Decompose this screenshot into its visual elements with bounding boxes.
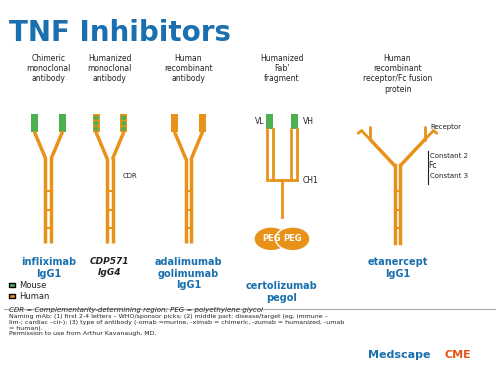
Ellipse shape — [254, 227, 288, 251]
FancyBboxPatch shape — [58, 114, 66, 132]
Text: Humanized
Fab'
fragment: Humanized Fab' fragment — [260, 54, 304, 84]
FancyBboxPatch shape — [172, 114, 178, 132]
Circle shape — [94, 116, 98, 119]
Text: Human
recombinant
receptor/Fc fusion
protein: Human recombinant receptor/Fc fusion pro… — [363, 54, 432, 94]
FancyBboxPatch shape — [9, 283, 15, 286]
Circle shape — [122, 116, 126, 119]
FancyBboxPatch shape — [9, 294, 15, 297]
Text: Naming mAb: (1) first 2-4 letters – WHO/sponsor picks; (2) middle part: disease/: Naming mAb: (1) first 2-4 letters – WHO/… — [9, 314, 344, 336]
Text: CH1: CH1 — [302, 176, 318, 184]
FancyBboxPatch shape — [266, 114, 273, 129]
Text: PEG: PEG — [262, 234, 280, 243]
Text: Medscape: Medscape — [368, 350, 430, 360]
FancyBboxPatch shape — [199, 114, 206, 132]
Circle shape — [94, 122, 98, 125]
Text: etanercept
IgG1: etanercept IgG1 — [368, 257, 428, 279]
FancyBboxPatch shape — [120, 114, 127, 132]
Text: Chimeric
monoclonal
antibody: Chimeric monoclonal antibody — [26, 54, 70, 84]
Text: TNF Inhibitors: TNF Inhibitors — [9, 19, 231, 47]
Text: Fc: Fc — [428, 161, 437, 170]
Text: VH: VH — [302, 117, 314, 126]
Text: adalimumab
golimumab
IgG1: adalimumab golimumab IgG1 — [154, 257, 222, 290]
Text: Receptor: Receptor — [430, 124, 462, 130]
Text: CDP571
IgG4: CDP571 IgG4 — [90, 257, 130, 277]
FancyBboxPatch shape — [92, 114, 100, 132]
Text: Human: Human — [19, 291, 50, 300]
Text: PEG: PEG — [284, 234, 302, 243]
Text: CDR = Complementarity-determining region; PEG = polyethylene glycol: CDR = Complementarity-determining region… — [9, 307, 263, 313]
Circle shape — [122, 122, 126, 125]
Text: Constant 2: Constant 2 — [430, 153, 469, 159]
Text: Constant 3: Constant 3 — [430, 174, 469, 180]
Circle shape — [94, 128, 98, 130]
Text: CDR: CDR — [122, 174, 137, 180]
Text: Human
recombinant
antibody: Human recombinant antibody — [164, 54, 213, 84]
Text: Mouse: Mouse — [19, 280, 46, 290]
Text: CME: CME — [444, 350, 471, 360]
FancyBboxPatch shape — [291, 114, 298, 129]
Text: Humanized
monoclonal
antibody: Humanized monoclonal antibody — [88, 54, 132, 84]
Ellipse shape — [276, 227, 310, 251]
Text: VL: VL — [256, 117, 265, 126]
Text: certolizumab
pegol: certolizumab pegol — [246, 281, 318, 303]
Text: infliximab
IgG1: infliximab IgG1 — [21, 257, 76, 279]
FancyBboxPatch shape — [31, 114, 38, 132]
Circle shape — [122, 128, 126, 130]
